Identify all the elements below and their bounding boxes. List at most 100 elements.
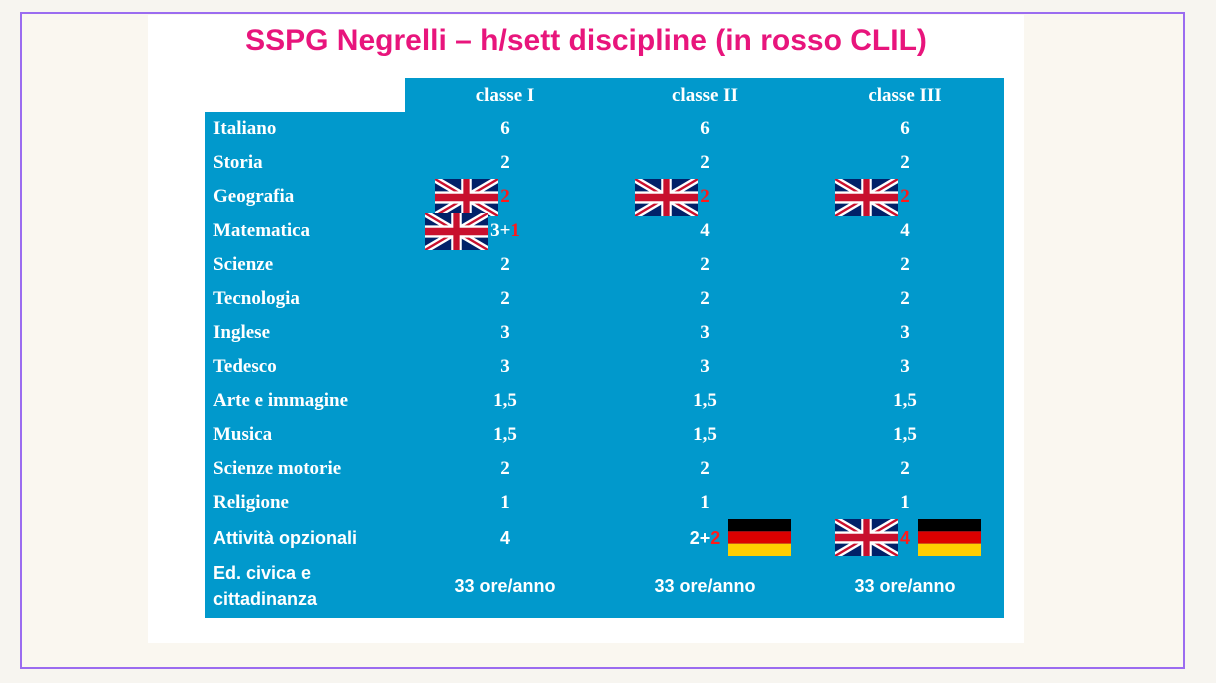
hours-cell: 6 <box>805 112 1005 146</box>
subject-label: Musica <box>213 424 273 445</box>
uk-flag-icon <box>433 175 500 220</box>
hours-text: 33 ore/anno <box>454 576 556 596</box>
clil-hours: 1 <box>510 220 520 241</box>
hours-value: 2 <box>700 248 710 282</box>
hours-text: 2 <box>900 288 910 309</box>
hours-text: 1,5 <box>693 424 717 445</box>
hours-text: 3 <box>900 356 910 377</box>
hours-text: 4 <box>499 528 510 548</box>
hours-cell: 2 <box>805 282 1005 316</box>
hours-value: 6 <box>500 112 510 146</box>
hours-text: 6 <box>500 118 510 139</box>
hours-cell: 33 ore/anno <box>805 556 1005 616</box>
subject-label: Attività opzionali <box>213 528 357 548</box>
hours-cell: 2 <box>805 175 1005 220</box>
clil-hours: 4 <box>899 528 910 548</box>
subject-label: Inglese <box>213 322 270 343</box>
hours-value: 2 <box>900 282 910 316</box>
table-row: Inglese 3 3 3 <box>205 316 1004 350</box>
hours-value: 3 <box>700 350 710 384</box>
subject-label: Tedesco <box>213 356 277 377</box>
hours-text: 2 <box>900 458 910 479</box>
clil-hours: 2 <box>900 186 910 207</box>
hours-cell: 4 <box>805 515 1005 560</box>
hours-value: 33 ore/anno <box>454 556 555 616</box>
hours-text: 4 <box>700 220 710 241</box>
hours-value: 2 <box>900 146 910 180</box>
hours-cell: 1,5 <box>405 384 605 418</box>
column-header: classe I <box>475 85 535 106</box>
uk-flag-icon <box>833 515 900 560</box>
clil-hours: 2 <box>700 186 710 207</box>
hours-cell: 2 <box>805 452 1005 486</box>
hours-text: 2 <box>500 254 510 275</box>
hours-value: 2 <box>500 282 510 316</box>
hours-cell: 2 <box>605 452 805 486</box>
hours-value: 6 <box>700 112 710 146</box>
hours-cell: 3 <box>405 350 605 384</box>
hours-value: 1,5 <box>693 384 717 418</box>
column-header: classe III <box>868 85 942 106</box>
hours-value: 3+1 <box>423 209 520 254</box>
hours-cell: 2 <box>405 175 605 220</box>
hours-cell: 2+2 <box>605 519 805 556</box>
hours-text: 33 ore/anno <box>654 576 756 596</box>
hours-value: 2 <box>433 175 510 220</box>
hours-text: 2 <box>500 152 510 173</box>
hours-value: 1,5 <box>893 418 917 452</box>
table-row: Musica 1,5 1,5 1,5 <box>205 418 1004 452</box>
hours-text: 2 <box>700 254 710 275</box>
hours-cell: 3 <box>605 316 805 350</box>
subject-label: Italiano <box>213 118 277 139</box>
de-flag-icon <box>918 519 981 556</box>
hours-value: 33 ore/anno <box>654 556 755 616</box>
subject-label: Scienze <box>213 254 274 275</box>
hours-cell: 1,5 <box>805 384 1005 418</box>
hours-value: 2 <box>500 452 510 486</box>
subject-label: Matematica <box>213 220 311 241</box>
hours-value: 2 <box>700 146 710 180</box>
hours-value: 1,5 <box>893 384 917 418</box>
hours-cell: 3+1 <box>405 209 605 254</box>
table-row: Scienze motorie 2 2 2 <box>205 452 1004 486</box>
hours-value: 1,5 <box>693 418 717 452</box>
hours-text: 1,5 <box>893 390 917 411</box>
hours-cell: 2 <box>405 282 605 316</box>
hours-text: 1,5 <box>893 424 917 445</box>
slide-title: SSPG Negrelli – h/sett discipline (in ro… <box>245 24 927 57</box>
subject-label: Arte e immagine <box>213 390 349 411</box>
hours-cell: 4 <box>405 520 605 556</box>
hours-value: 4 <box>700 214 710 248</box>
hours-value: 33 ore/anno <box>854 556 955 616</box>
hours-text: 1 <box>900 492 910 513</box>
hours-text: 2 <box>700 152 710 173</box>
hours-text: 2 <box>700 288 710 309</box>
hours-cell: 1,5 <box>405 418 605 452</box>
hours-text: 2+ <box>689 528 711 548</box>
hours-cell: 6 <box>405 112 605 146</box>
table-row: Matematica 3+1 4 4 <box>205 209 1004 254</box>
hours-value: 2+2 <box>689 519 792 556</box>
hours-cell: 3 <box>805 316 1005 350</box>
hours-text: 3 <box>900 322 910 343</box>
hours-text: 1,5 <box>493 424 517 445</box>
hours-value: 1,5 <box>493 418 517 452</box>
table-header: classe I classe II classe III <box>405 78 1004 114</box>
hours-value: 3 <box>500 350 510 384</box>
hours-text: 3+ <box>490 220 511 241</box>
hours-cell: 2 <box>405 146 605 180</box>
hours-cell: 2 <box>405 452 605 486</box>
uk-flag-icon <box>833 175 900 220</box>
hours-cell: 1,5 <box>605 418 805 452</box>
hours-value: 4 <box>500 520 510 556</box>
hours-value: 1 <box>500 486 510 520</box>
hours-cell: 2 <box>805 248 1005 282</box>
hours-cell: 1,5 <box>605 384 805 418</box>
hours-cell: 3 <box>605 350 805 384</box>
hours-cell: 2 <box>605 175 805 220</box>
hours-cell: 2 <box>805 146 1005 180</box>
hours-value: 3 <box>700 316 710 350</box>
hours-text: 2 <box>900 254 910 275</box>
hours-value: 2 <box>500 146 510 180</box>
hours-text: 3 <box>500 356 510 377</box>
